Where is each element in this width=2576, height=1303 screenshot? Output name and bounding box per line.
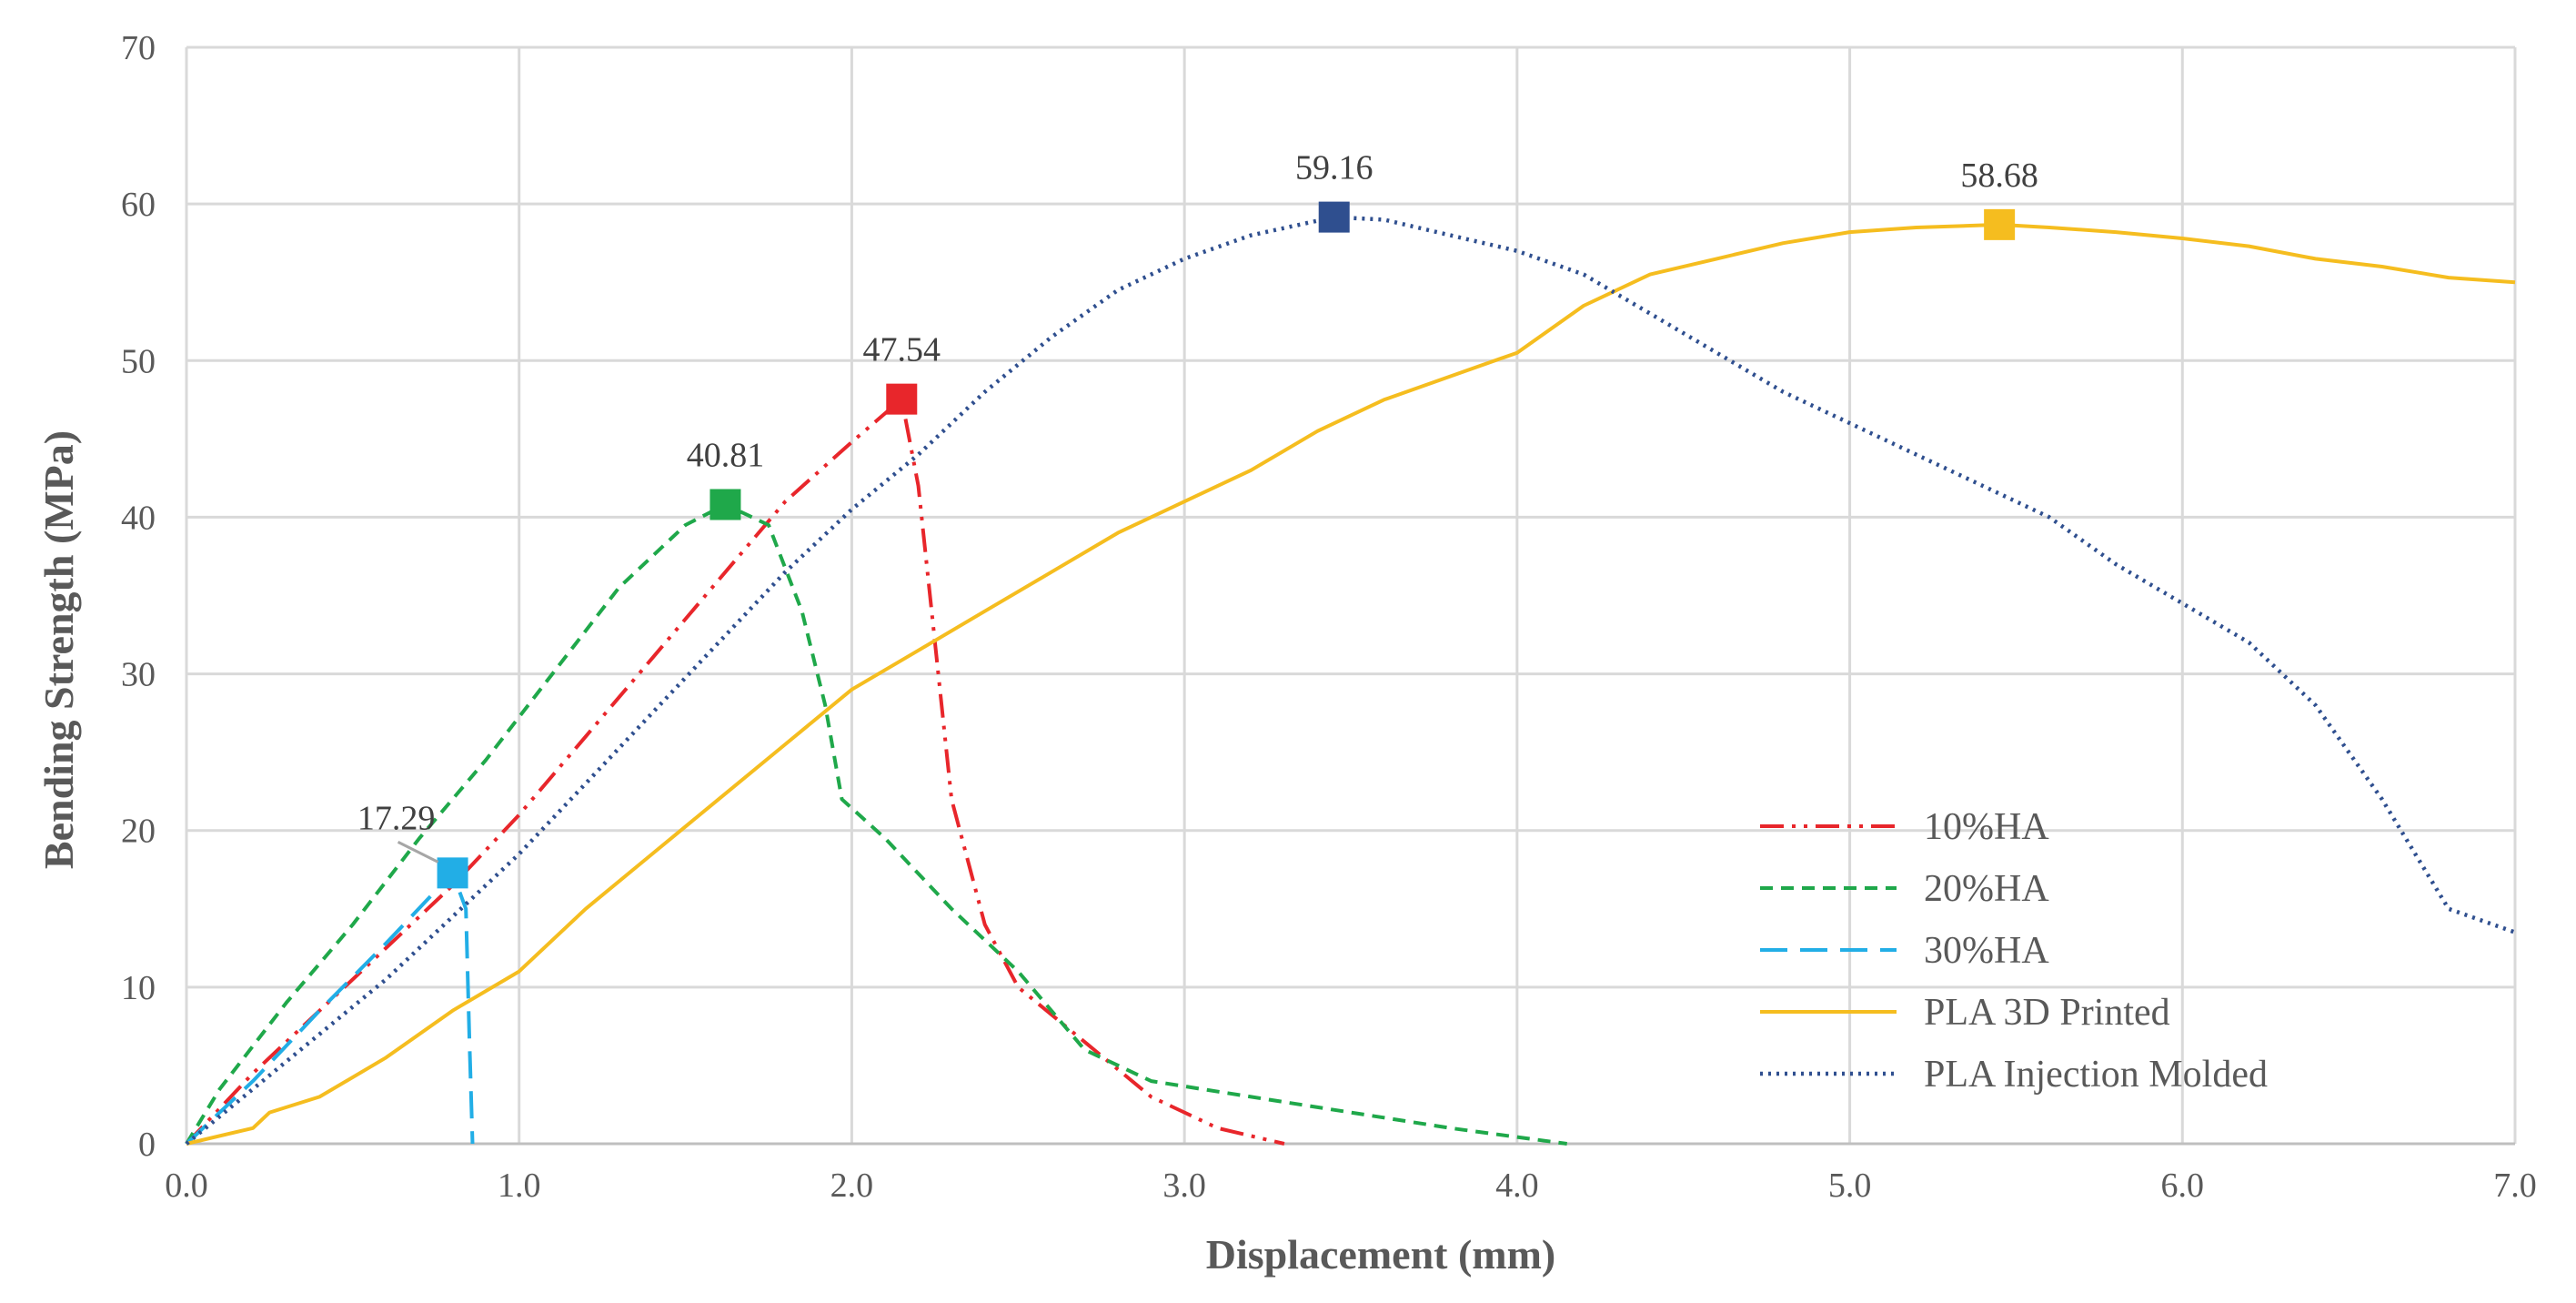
y-tick-label: 50 xyxy=(121,342,156,380)
peak-marker-2 xyxy=(709,489,741,520)
peak-marker-3 xyxy=(437,857,468,889)
x-tick-label: 5.0 xyxy=(1828,1167,1872,1205)
legend-label-1: 10%HA xyxy=(1924,806,2049,848)
peak-marker-1 xyxy=(886,383,918,415)
x-tick-label: 2.0 xyxy=(830,1167,874,1205)
axis-ticks: 0 10 20 30 40 50 60 70 0.0 1.0 2.0 3.0 4.0 5.0 6.0 7.0 xyxy=(121,29,2537,1205)
legend-label-5: PLA Injection Molded xyxy=(1924,1054,2268,1096)
x-axis-title: Displacement (mm) xyxy=(1206,1231,1556,1278)
peak-label-leader xyxy=(397,841,439,864)
y-tick-label: 0 xyxy=(138,1126,156,1164)
x-tick-label: 3.0 xyxy=(1162,1167,1206,1205)
series-lines xyxy=(185,215,2516,1146)
y-tick-label: 40 xyxy=(121,499,156,537)
peak-marker-5 xyxy=(1318,201,1350,233)
legend-label-3: 30%HA xyxy=(1924,930,2049,972)
y-tick-label: 20 xyxy=(121,813,156,851)
peak-label-2: 40.81 xyxy=(687,436,765,474)
series-line-1 xyxy=(185,397,1285,1146)
x-tick-label: 4.0 xyxy=(1495,1167,1539,1205)
y-tick-label: 70 xyxy=(121,29,156,67)
peak-markers: 47.54 40.81 17.29 58.68 59.16 xyxy=(357,149,2038,889)
legend: 10%HA 20%HA 30%HA PLA 3D Printed PLA Injecti… xyxy=(1760,806,2268,1096)
peak-label-3: 17.29 xyxy=(357,799,436,837)
peak-label-5: 59.16 xyxy=(1295,149,1374,187)
legend-label-2: 20%HA xyxy=(1924,868,2049,910)
peak-label-4: 58.68 xyxy=(1960,157,2038,195)
peak-label-1: 47.54 xyxy=(863,331,941,369)
y-axis-title: Bending Strength (MPa) xyxy=(35,430,82,869)
series-line-4 xyxy=(186,222,2516,1146)
legend-label-4: PLA 3D Printed xyxy=(1924,992,2170,1034)
x-tick-label: 0.0 xyxy=(165,1167,208,1205)
y-tick-label: 10 xyxy=(121,969,156,1007)
y-tick-label: 60 xyxy=(121,186,156,224)
y-tick-label: 30 xyxy=(121,656,156,694)
grid xyxy=(185,45,2517,1144)
x-tick-label: 1.0 xyxy=(498,1167,541,1205)
x-tick-label: 6.0 xyxy=(2161,1167,2205,1205)
series-line-3 xyxy=(185,871,475,1146)
peak-marker-4 xyxy=(1984,208,2016,240)
x-tick-label: 7.0 xyxy=(2493,1167,2537,1205)
